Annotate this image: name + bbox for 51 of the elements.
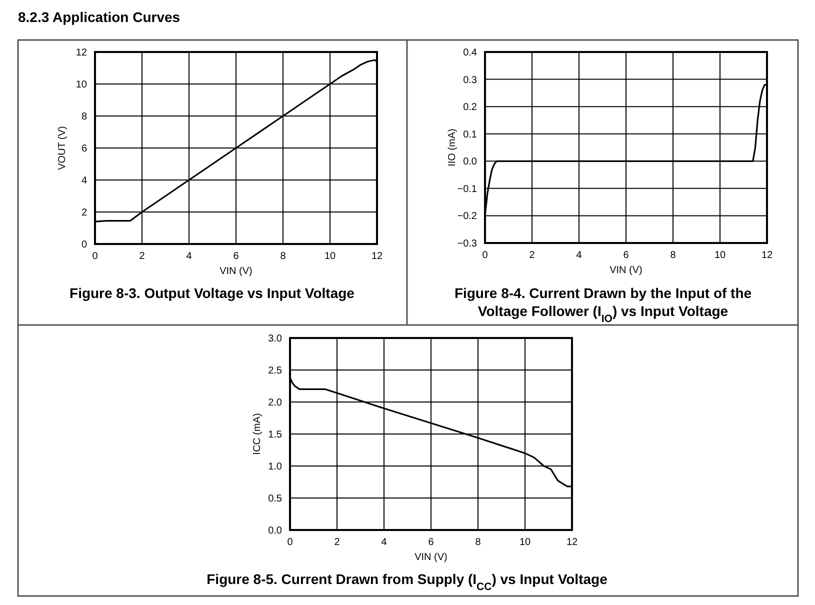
y-tick-label: 8	[81, 112, 88, 122]
y-tick-label: 1.5	[268, 430, 282, 440]
x-tick-label: 0	[482, 250, 488, 261]
x-tick-label: 2	[529, 250, 536, 261]
y-tick-label: 0.3	[463, 74, 478, 86]
y-axis-title: ICC (mA)	[252, 413, 263, 455]
x-tick-label: 4	[381, 537, 388, 548]
y-tick-label: 10	[76, 80, 88, 90]
y-axis-title: IIO (mA)	[447, 128, 458, 166]
y-tick-label: 1.0	[268, 462, 282, 472]
y-tick-label: 3.0	[268, 334, 282, 344]
y-tick-label: 0.1	[463, 129, 478, 140]
y-tick-label: 0.0	[463, 156, 478, 168]
x-tick-label: 6	[233, 251, 240, 262]
x-tick-label: 8	[670, 250, 676, 261]
x-tick-label: 12	[371, 251, 383, 262]
text: Figure 8-4. Current Drawn by the Input of the Voltage Follower (I$_{IO}$) vs Input Voltage	[454, 285, 752, 325]
y-axis-title: VOUT (V)	[57, 126, 68, 170]
x-tick-label: 6	[428, 537, 434, 548]
x-tick-label: 4	[576, 250, 582, 261]
x-tick-label: 12	[566, 537, 578, 548]
x-tick-label: 6	[623, 250, 630, 261]
x-axis-title: VIN (V)	[610, 265, 642, 276]
x-axis-title: VIN (V)	[414, 552, 448, 563]
x-axis-title: VIN (V)	[220, 266, 252, 277]
y-tick-label: 2.5	[268, 366, 282, 376]
y-tick-label: −0.2	[457, 211, 478, 222]
text: 8.2.3 Application Curves	[18, 9, 180, 25]
y-tick-label: −0.1	[457, 184, 478, 195]
y-tick-label: −0.3	[457, 238, 478, 250]
y-tick-label: 0.5	[268, 494, 282, 504]
x-tick-label: 0	[287, 537, 294, 548]
x-tick-label: 2	[139, 251, 146, 262]
y-tick-label: 0	[81, 240, 88, 250]
y-tick-label: 0.0	[268, 526, 282, 536]
x-tick-label: 10	[714, 250, 726, 261]
x-tick-label: 4	[186, 251, 192, 262]
text: Figure 8-5. Current Drawn from Supply (I$_{CC}$) vs Input Voltage	[206, 571, 608, 593]
y-tick-label: 4	[81, 176, 88, 186]
x-tick-label: 10	[324, 251, 336, 262]
y-tick-label: 0.2	[463, 102, 478, 114]
x-tick-label: 12	[761, 250, 773, 261]
text: Figure 8-3. Output Voltage vs Input Voltage	[70, 285, 355, 301]
y-tick-label: 6	[81, 144, 88, 154]
y-tick-label: 12	[76, 48, 88, 58]
x-tick-label: 0	[92, 251, 98, 262]
x-tick-label: 10	[519, 537, 531, 548]
y-tick-label: 2	[81, 208, 88, 218]
y-tick-label: 0.4	[463, 48, 478, 58]
y-tick-label: 2.0	[268, 398, 282, 408]
x-tick-label: 2	[334, 537, 340, 548]
